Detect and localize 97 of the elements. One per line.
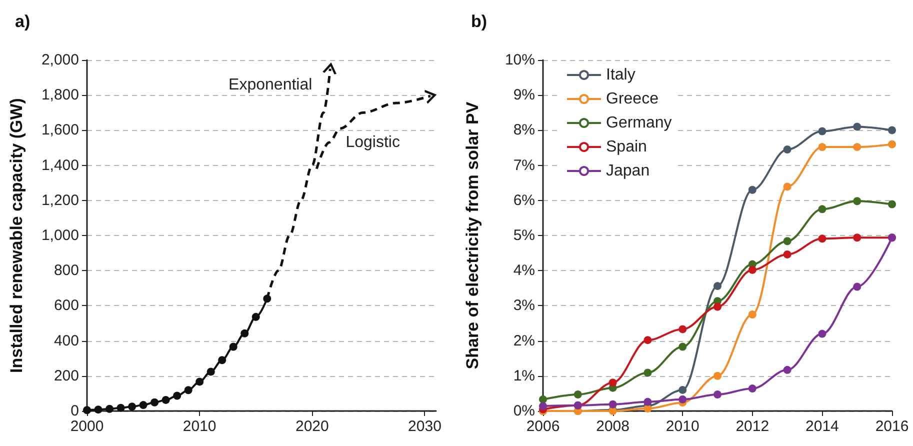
y-tick-label: 0 bbox=[70, 402, 79, 420]
point bbox=[748, 310, 756, 318]
point bbox=[783, 250, 792, 258]
point bbox=[644, 336, 652, 344]
x-tick-label: 2010 bbox=[182, 418, 216, 435]
point bbox=[196, 378, 204, 386]
y-tick-label: 5% bbox=[513, 227, 535, 244]
y-axis-title: Share of electricity from solar PV bbox=[463, 101, 482, 370]
point bbox=[116, 404, 125, 412]
y-tick-label: 2,000 bbox=[41, 52, 79, 68]
point bbox=[218, 356, 226, 364]
point bbox=[748, 186, 756, 194]
x-tick-label: 2016 bbox=[875, 418, 909, 435]
point bbox=[853, 122, 862, 131]
x-tick-label: 2008 bbox=[596, 418, 630, 435]
point bbox=[184, 386, 192, 394]
point bbox=[783, 237, 792, 246]
point bbox=[229, 342, 238, 351]
point bbox=[678, 386, 687, 394]
point bbox=[853, 282, 862, 291]
point bbox=[106, 404, 114, 413]
point bbox=[714, 372, 722, 380]
point bbox=[714, 302, 722, 311]
y-tick-label: 4% bbox=[513, 262, 535, 280]
point bbox=[678, 325, 687, 334]
point bbox=[206, 368, 215, 376]
point bbox=[252, 312, 260, 321]
point bbox=[748, 266, 756, 274]
point bbox=[818, 205, 826, 214]
legend-label: Spain bbox=[606, 138, 647, 156]
point bbox=[853, 197, 862, 206]
y-tick-label: 800 bbox=[54, 262, 79, 280]
point bbox=[714, 390, 722, 398]
y-tick-label: 200 bbox=[54, 367, 79, 384]
y-tick-label: 600 bbox=[54, 297, 79, 314]
point bbox=[853, 143, 862, 152]
y-tick-label: 1,800 bbox=[41, 86, 79, 104]
point bbox=[322, 63, 336, 76]
y-tick-label: 1% bbox=[513, 367, 535, 384]
point bbox=[424, 90, 436, 104]
y-tick-label: 6% bbox=[513, 192, 535, 209]
point bbox=[783, 182, 792, 191]
x-tick-label: 2020 bbox=[295, 418, 329, 435]
legend-label: Greece bbox=[606, 90, 659, 108]
y-tick-label: 10% bbox=[504, 52, 535, 68]
x-tick-label: 2000 bbox=[70, 418, 104, 435]
y-tick-label: 1,000 bbox=[41, 227, 79, 244]
point bbox=[162, 396, 170, 404]
point bbox=[173, 392, 182, 400]
point bbox=[608, 400, 617, 408]
x-tick-label: 2006 bbox=[526, 418, 560, 435]
point bbox=[818, 330, 826, 338]
x-tick-label: 2010 bbox=[666, 418, 700, 435]
legend-label: Japan bbox=[606, 162, 650, 180]
y-tick-label: 0% bbox=[513, 402, 535, 420]
point bbox=[853, 234, 862, 242]
y-tick-label: 400 bbox=[54, 332, 79, 350]
point bbox=[263, 294, 272, 303]
legend-label: Italy bbox=[606, 66, 636, 84]
y-tick-label: 2% bbox=[513, 332, 535, 350]
point bbox=[888, 126, 896, 134]
point bbox=[150, 398, 159, 406]
y-tick-label: 1,600 bbox=[41, 122, 79, 139]
annotation: Exponential bbox=[228, 76, 312, 94]
annotation: Logistic bbox=[346, 134, 400, 152]
y-tick-label: 9% bbox=[513, 86, 535, 104]
point bbox=[678, 342, 687, 351]
point bbox=[783, 146, 792, 154]
point bbox=[818, 143, 826, 152]
point bbox=[888, 200, 896, 208]
point bbox=[608, 378, 617, 387]
point bbox=[240, 329, 249, 338]
y-axis-title: Installed renewable capacity (GW) bbox=[7, 98, 26, 373]
y-tick-label: 1,200 bbox=[41, 192, 79, 209]
chart-title: a) bbox=[15, 12, 30, 31]
legend-label: Germany bbox=[606, 114, 672, 132]
point bbox=[783, 366, 792, 374]
y-tick-label: 7% bbox=[513, 156, 535, 174]
point bbox=[644, 368, 652, 377]
point bbox=[714, 282, 722, 290]
point bbox=[818, 234, 826, 243]
x-tick-label: 2030 bbox=[408, 418, 442, 435]
y-tick-label: 1,400 bbox=[41, 156, 79, 174]
point bbox=[539, 395, 547, 404]
point bbox=[888, 140, 896, 148]
x-tick-label: 2012 bbox=[736, 418, 770, 435]
point bbox=[139, 401, 148, 410]
point bbox=[94, 406, 102, 414]
y-tick-label: 8% bbox=[513, 122, 535, 139]
point bbox=[818, 127, 826, 136]
chart-title: b) bbox=[471, 12, 488, 31]
point bbox=[128, 402, 136, 411]
y-tick-label: 3% bbox=[513, 297, 535, 314]
x-tick-label: 2014 bbox=[806, 418, 839, 435]
point bbox=[748, 384, 756, 393]
point bbox=[678, 395, 687, 404]
point bbox=[574, 390, 582, 398]
